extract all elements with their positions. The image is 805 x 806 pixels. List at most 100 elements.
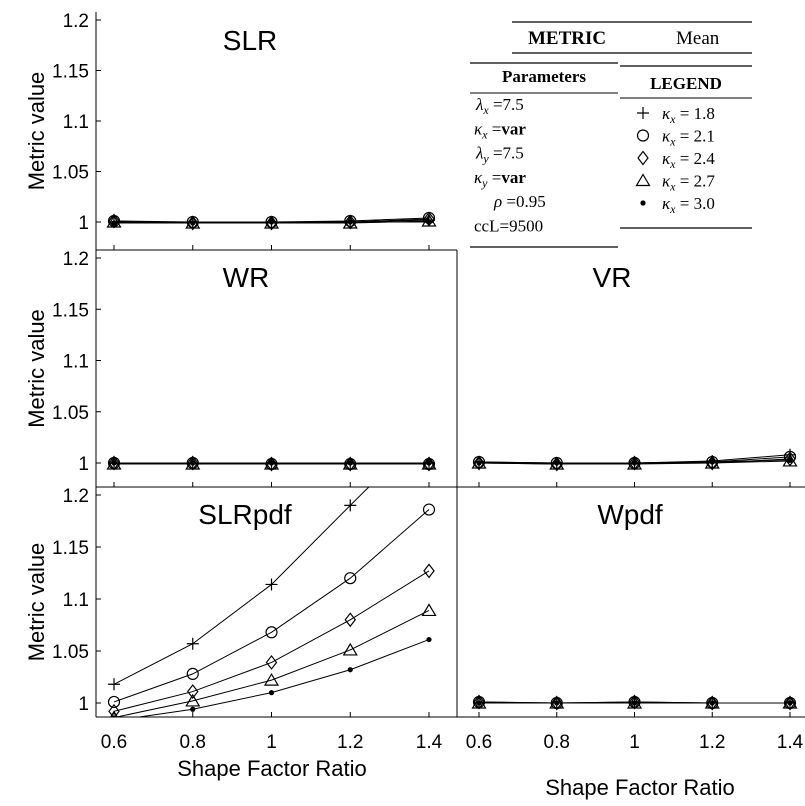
x-tick-label: 1 (266, 732, 277, 753)
y-tick-label: 1.2 (63, 11, 89, 32)
y-tick-label: 1.05 (52, 163, 89, 184)
dot-marker (554, 460, 560, 466)
diamond-marker (706, 695, 719, 711)
legend-entry: κx = 3.0 (662, 194, 715, 216)
dot-marker (111, 460, 117, 466)
dot-marker (268, 460, 275, 466)
diamond-marker (265, 456, 278, 472)
dot-marker (111, 220, 117, 226)
triangle-marker (626, 456, 643, 470)
metric-value: Mean (676, 28, 720, 49)
parameter-value: 7.5 (503, 144, 524, 163)
x-axis-label: Shape Factor Ratio (177, 756, 367, 781)
legend-value: = 1.8 (676, 104, 715, 123)
dot-marker (426, 219, 432, 225)
y-tick-label: 1.1 (63, 352, 89, 373)
y-axis-label: Metric value (24, 72, 49, 191)
legend-subscript: x (669, 135, 676, 149)
triangle-marker (342, 215, 358, 229)
dot-marker (631, 700, 638, 706)
panel-title: VR (593, 262, 632, 293)
parameter-row: κy =var (474, 168, 526, 190)
parameter-value: 7.5 (503, 95, 524, 114)
legend-dot-icon (640, 200, 646, 206)
y-tick-label: 1 (78, 694, 89, 715)
x-axis-label: Shape Factor Ratio (545, 775, 735, 800)
dot-marker (190, 460, 196, 466)
y-tick-label: 1.2 (63, 249, 89, 270)
dot-marker (347, 219, 353, 225)
parameter-subscript: y (481, 176, 488, 190)
triangle-marker (185, 456, 201, 470)
legend-value: = 3.0 (676, 194, 715, 213)
y-tick-label: 1.1 (63, 590, 89, 611)
x-tick-label: 1.4 (777, 732, 804, 753)
legend-symbol: κ (662, 194, 671, 213)
panel-wr: 1 1.05 1.1 1.15 1.2 WR Metric value (24, 249, 457, 488)
diamond-marker (423, 456, 435, 472)
parameter-subscript: x (482, 103, 489, 117)
parameter-eq: = (499, 217, 509, 236)
legend-subscript: x (669, 202, 676, 216)
diamond-marker (344, 612, 357, 628)
legend-subscript: x (669, 180, 676, 194)
series-group (107, 487, 437, 717)
diamond-marker (344, 456, 357, 472)
dot-marker (190, 220, 196, 226)
diamond-marker (550, 695, 563, 711)
x-tick-label: 0.6 (101, 732, 127, 753)
series-line (113, 570, 430, 712)
parameter-row: κx =var (474, 119, 526, 141)
parameter-symbol: λ (475, 95, 483, 114)
legend-entry: κx = 2.7 (662, 172, 715, 194)
diamond-marker (550, 456, 563, 472)
y-axis-label: Metric value (24, 543, 49, 662)
legend-entry: κx = 2.1 (662, 127, 715, 149)
triangle-marker (421, 213, 437, 227)
dot-marker (347, 460, 353, 466)
dot-marker (709, 700, 715, 706)
legend-entry: κx = 2.4 (662, 149, 715, 171)
diamond-marker (265, 215, 278, 231)
triangle-marker (342, 456, 358, 470)
panel-title: SLR (223, 25, 277, 56)
dot-marker (347, 667, 353, 673)
circle-marker (344, 572, 357, 585)
dot-marker (787, 700, 793, 706)
x-tick-label: 1.2 (337, 732, 363, 753)
y-tick-label: 1.15 (52, 538, 89, 559)
triangle-marker (106, 456, 122, 470)
circle-marker (107, 695, 121, 709)
parameter-value: 9500 (509, 217, 543, 236)
panel-title: WR (223, 262, 270, 293)
diamond-marker (784, 695, 796, 711)
dot-marker (190, 706, 196, 712)
diamond-marker (473, 455, 485, 471)
x-tick-label: 0.8 (180, 732, 206, 753)
legend-diamond-icon (637, 150, 649, 166)
parameter-value: 0.95 (516, 192, 546, 211)
parameter-row: λy =7.5 (475, 144, 524, 166)
y-tick-label: 1.1 (63, 112, 89, 133)
plus-marker (265, 578, 278, 591)
plus-marker (186, 637, 199, 650)
legend-title: LEGEND (650, 74, 722, 93)
x-tick-label: 0.6 (466, 732, 492, 753)
parameter-symbol: κ (474, 168, 483, 187)
parameter-subscript: x (481, 127, 488, 141)
diamond-marker (265, 654, 278, 670)
parameter-symbol: κ (474, 119, 483, 138)
metric-label: METRIC (528, 28, 606, 49)
y-tick-label: 1 (78, 213, 89, 234)
parameter-row: ccL=9500 (474, 217, 543, 236)
triangle-marker (263, 456, 280, 470)
legend-triangle-icon (635, 173, 651, 187)
x-tick-label: 1 (629, 732, 640, 753)
dot-marker (426, 460, 432, 466)
plus-marker (344, 499, 357, 512)
parameter-value: var (501, 168, 526, 187)
dot-marker (476, 460, 482, 466)
panel-title: SLRpdf (198, 499, 292, 530)
